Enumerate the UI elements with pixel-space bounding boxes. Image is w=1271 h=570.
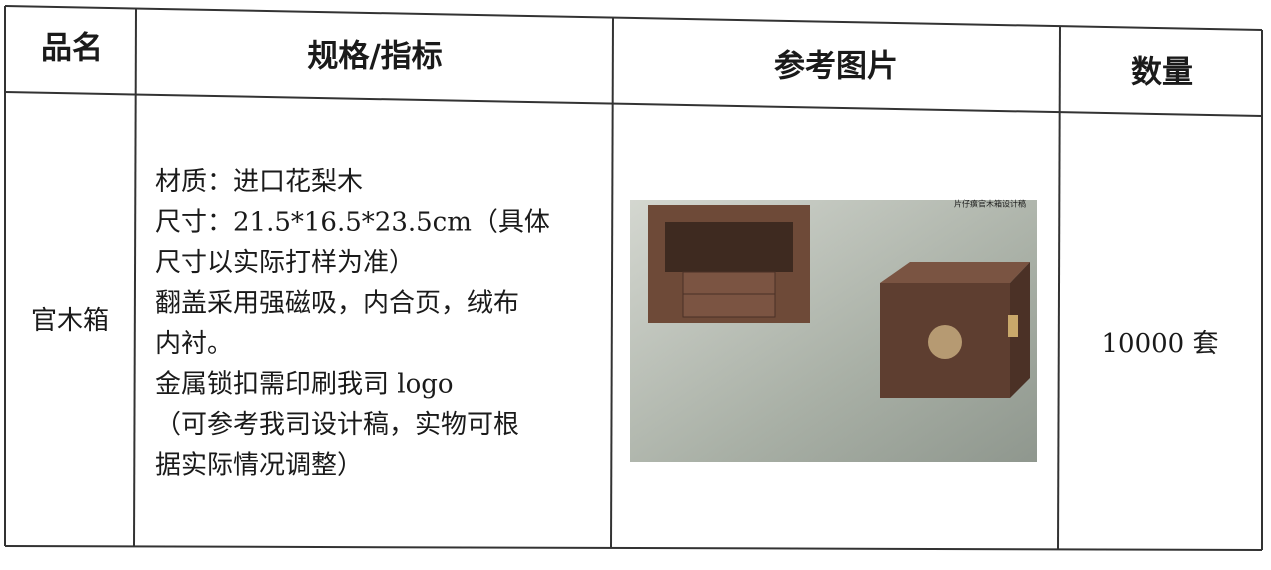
header-cell: 规格/指标	[307, 39, 442, 75]
header-cell: 数量	[1131, 55, 1193, 91]
name-cell: 官木箱	[31, 306, 109, 336]
spec-line: 据实际情况调整）	[155, 451, 363, 481]
spec-cell: 材质：进口花梨木尺寸：21.5*16.5*23.5cm（具体尺寸以实际打样为准）…	[155, 167, 550, 481]
spec-line: （可参考我司设计稿，实物可根	[155, 410, 519, 440]
image-caption: 片仔癀官木箱设计稿	[954, 199, 1026, 209]
quantity-cell: 10000 套	[1102, 329, 1219, 359]
spec-line: 翻盖采用强磁吸，内合页，绒布	[155, 289, 519, 319]
reference-image: 片仔癀官木箱设计稿	[630, 199, 1037, 462]
spec-line: 内衬。	[155, 329, 233, 359]
spec-line: 金属锁扣需印刷我司 logo	[155, 370, 454, 400]
header-cell: 参考图片	[774, 49, 898, 85]
spec-line: 尺寸：21.5*16.5*23.5cm（具体	[155, 208, 550, 238]
spec-line: 尺寸以实际打样为准）	[155, 248, 415, 278]
header-cell: 品名	[41, 31, 103, 67]
spec-line: 材质：进口花梨木	[155, 167, 363, 197]
table-borders	[4, 5, 1263, 551]
